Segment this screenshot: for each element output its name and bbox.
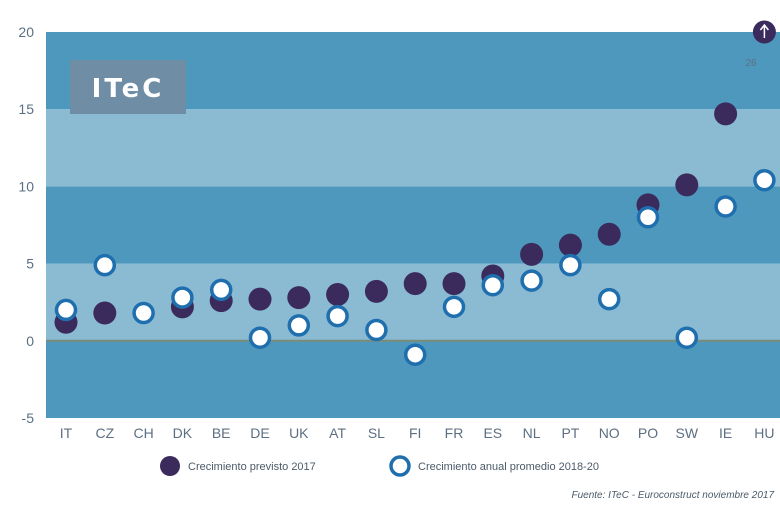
legend-label-previsto: Crecimiento previsto 2017 bbox=[188, 461, 316, 473]
point-promedio-dk bbox=[171, 286, 194, 309]
point-previsto-uk bbox=[287, 286, 311, 310]
logo-box bbox=[70, 60, 186, 114]
x-tick-label: FR bbox=[445, 425, 464, 441]
x-tick-label: AT bbox=[329, 425, 346, 441]
x-tick-label: DE bbox=[250, 425, 269, 441]
y-tick-label: 20 bbox=[18, 24, 34, 40]
point-promedio-no bbox=[597, 287, 621, 311]
logo: ITeC bbox=[70, 60, 186, 114]
point-previsto-de bbox=[248, 287, 272, 311]
band-10-to-15 bbox=[46, 109, 780, 187]
x-tick-label: CH bbox=[133, 425, 153, 441]
point-previsto-sl bbox=[364, 279, 388, 303]
point-promedio-uk bbox=[287, 314, 311, 337]
overflow-arrow-icon bbox=[759, 23, 769, 38]
point-promedio-ie bbox=[714, 195, 737, 218]
x-tick-label: BE bbox=[212, 425, 231, 441]
point-promedio-hu bbox=[753, 168, 776, 192]
x-tick-label: UK bbox=[289, 425, 309, 441]
logo-text: ITeC bbox=[92, 74, 165, 104]
point-previsto-no bbox=[597, 222, 621, 246]
x-tick-label: IT bbox=[60, 425, 73, 441]
point-promedio-fr bbox=[442, 295, 466, 319]
point-previsto-sw bbox=[675, 173, 699, 197]
x-tick-label: HU bbox=[754, 425, 774, 441]
y-tick-label: -5 bbox=[22, 410, 35, 426]
x-tick-label: SL bbox=[368, 425, 385, 441]
point-promedio-ch bbox=[132, 301, 155, 325]
y-tick-label: 10 bbox=[18, 178, 34, 194]
point-promedio-de bbox=[248, 326, 272, 349]
y-tick-label: 15 bbox=[18, 101, 34, 117]
point-promedio-sw bbox=[675, 326, 699, 349]
point-previsto-ie bbox=[714, 102, 738, 126]
x-axis-tick-labels: IT CZ CH DK BE DE UK AT SL FI FR ES NL PT NO PO SW IE HU bbox=[60, 425, 775, 441]
x-tick-label: CZ bbox=[95, 425, 114, 441]
x-tick-label: IE bbox=[719, 425, 732, 441]
legend-marker-open bbox=[389, 455, 411, 477]
point-promedio-nl bbox=[520, 269, 543, 292]
point-promedio-sl bbox=[365, 318, 388, 342]
band-5-to-10 bbox=[46, 186, 780, 264]
legend-label-promedio: Crecimiento anual promedio 2018-20 bbox=[418, 461, 599, 473]
point-promedio-be bbox=[209, 278, 233, 302]
y-tick-label: 0 bbox=[26, 333, 34, 349]
source-note: Fuente: ITeC - Euroconstruct noviembre 2… bbox=[571, 490, 774, 501]
x-tick-label: SW bbox=[676, 425, 699, 441]
point-promedio-at bbox=[326, 304, 349, 328]
point-previsto-at bbox=[326, 282, 350, 306]
point-promedio-es bbox=[481, 273, 505, 297]
y-tick-label: 5 bbox=[26, 256, 34, 272]
point-promedio-pt bbox=[559, 253, 582, 277]
point-previsto-cz bbox=[93, 301, 117, 325]
series-crecimiento-anual-promedio bbox=[54, 168, 776, 366]
value-annotation: 26 bbox=[745, 58, 757, 69]
x-tick-label: NO bbox=[599, 425, 620, 441]
legend-marker-filled bbox=[160, 456, 180, 476]
point-previsto-pt bbox=[558, 233, 582, 257]
x-tick-label: NL bbox=[523, 425, 541, 441]
y-axis-tick-labels: -5 0 5 10 15 20 bbox=[18, 24, 34, 426]
x-tick-label: PO bbox=[638, 425, 658, 441]
point-promedio-cz bbox=[93, 253, 117, 277]
point-promedio-it bbox=[54, 298, 78, 322]
x-tick-label: ES bbox=[483, 425, 502, 441]
point-previsto-fi bbox=[403, 272, 427, 296]
point-previsto-fr bbox=[442, 272, 466, 296]
x-tick-label: PT bbox=[561, 425, 579, 441]
x-tick-label: FI bbox=[409, 425, 421, 441]
legend: Crecimiento previsto 2017 Crecimiento an… bbox=[160, 455, 599, 477]
point-previsto-nl bbox=[520, 242, 544, 266]
point-promedio-fi bbox=[403, 343, 427, 366]
x-tick-label: DK bbox=[173, 425, 193, 441]
point-promedio-po bbox=[636, 206, 660, 229]
